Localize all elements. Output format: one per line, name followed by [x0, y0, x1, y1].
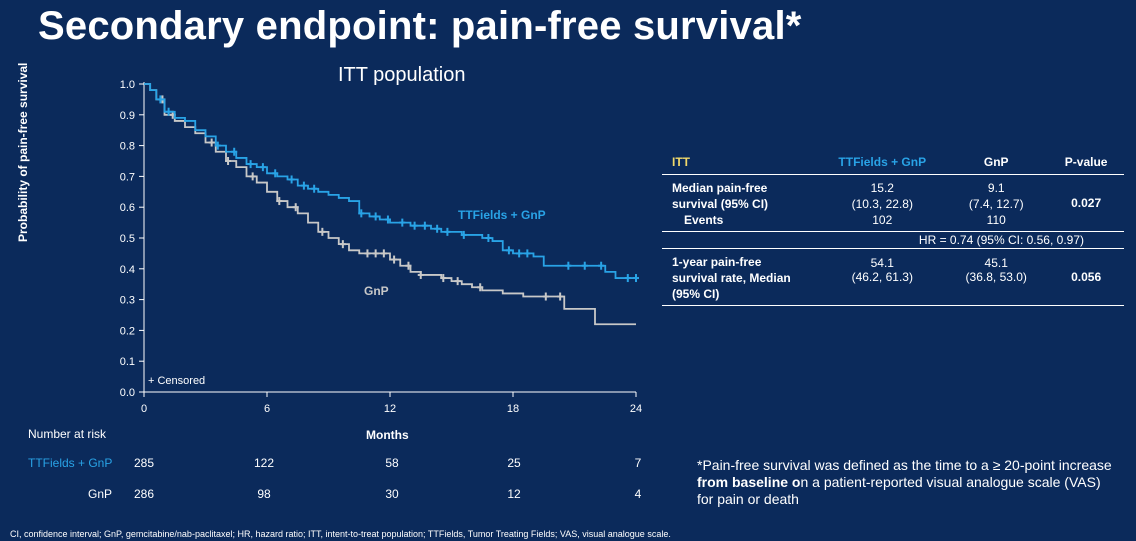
- x-tick-label: 12: [384, 403, 396, 415]
- hr-row: HR = 0.74 (95% CI: 0.56, 0.97): [662, 231, 1124, 249]
- series-label-gnp: GnP: [364, 284, 389, 298]
- one-year-gnp-value: 45.1: [984, 256, 1008, 270]
- one-year-tt-spacer: [820, 286, 945, 306]
- header-itt: ITT: [662, 150, 821, 175]
- risk-gnp-12: 30: [385, 487, 399, 501]
- footnote: *Pain-free survival was defined as the t…: [697, 457, 1117, 508]
- km-curve-ttfields: [144, 83, 636, 279]
- x-tick-label: 18: [507, 403, 519, 415]
- risk-tt-24: 7: [634, 456, 642, 470]
- footnote-part2: n a patient-reported visual analogue sca…: [697, 474, 1101, 507]
- series-label-ttfields: TTFields + GnP: [458, 208, 546, 222]
- risk-gnp-24: 4: [634, 487, 642, 501]
- y-tick-label: 1.0: [120, 79, 135, 91]
- km-curve-gnp: [144, 83, 636, 326]
- one-year-row-3: (95% CI): [662, 286, 1124, 306]
- one-year-label-1: 1-year pain-free: [672, 255, 762, 269]
- events-row: Events 102 110: [662, 212, 1124, 232]
- risk-tt-6: 122: [253, 456, 275, 470]
- median-tt-value: 15.2: [870, 181, 894, 195]
- one-year-row-1: 1-year pain-free 54.1 (46.2, 61.3) 45.1 …: [662, 248, 1124, 306]
- one-year-gnp-ci: (36.8, 53.0): [965, 270, 1027, 284]
- y-tick-label: 0.9: [120, 110, 135, 122]
- y-tick-label: 0.3: [120, 295, 135, 307]
- events-tt: 102: [872, 213, 893, 227]
- one-year-gnp-cell: 45.1 (36.8, 53.0): [944, 249, 1048, 287]
- y-tick-label: 0.1: [120, 356, 135, 368]
- one-year-pvalue: 0.056: [1048, 248, 1124, 306]
- footnote-bold: from baseline o: [697, 474, 801, 490]
- header-pvalue: P-value: [1048, 150, 1124, 175]
- chart-subtitle: ITT population: [338, 64, 466, 86]
- slide-title: Secondary endpoint: pain-free survival*: [38, 4, 802, 48]
- events-gnp: 110: [986, 213, 1006, 227]
- itt-header-row: ITT TTFields + GnP GnP P-value: [662, 150, 1124, 175]
- one-year-label-2: survival rate, Median: [672, 271, 791, 285]
- median-gnp-ci: (7.4, 12.7): [968, 197, 1024, 211]
- risk-tt-18: 25: [507, 456, 521, 470]
- header-ttfields: TTFields + GnP: [820, 150, 945, 175]
- hazard-ratio: HR = 0.74 (95% CI: 0.56, 0.97): [662, 231, 1124, 249]
- median-tt-ci: (10.3, 22.8): [851, 197, 913, 211]
- y-tick-label: 0.7: [120, 171, 135, 183]
- median-gnp-value: 9.1: [987, 181, 1005, 195]
- risk-tt-12: 58: [385, 456, 399, 470]
- risk-table-title: Number at risk: [28, 427, 107, 441]
- median-label-2: survival (95% CI): [672, 197, 769, 211]
- x-tick-label: 0: [141, 403, 147, 415]
- one-year-tt-value: 54.1: [870, 256, 894, 270]
- risk-tt-0: 285: [133, 456, 155, 470]
- y-tick-label: 0.0: [120, 387, 135, 399]
- risk-row-label-gnp: GnP: [88, 487, 113, 501]
- y-tick-label: 0.6: [120, 202, 135, 214]
- one-year-tt-cell: 54.1 (46.2, 61.3): [820, 249, 944, 287]
- y-tick-label: 0.4: [120, 264, 135, 276]
- risk-gnp-6: 98: [257, 487, 271, 501]
- itt-results-table: ITT TTFields + GnP GnP P-value Median pa…: [662, 150, 1124, 306]
- risk-row-label-ttfields: TTFields + GnP: [28, 456, 113, 470]
- one-year-label-3: (95% CI): [662, 286, 821, 306]
- x-tick-label: 24: [630, 403, 642, 415]
- censored-legend: + Censored: [148, 375, 206, 387]
- median-label-1: Median pain-free: [672, 181, 768, 195]
- risk-gnp-0: 286: [133, 487, 155, 501]
- header-gnp: GnP: [944, 150, 1049, 175]
- y-tick-label: 0.5: [120, 233, 135, 245]
- y-axis-label: Probability of pain-free survival: [16, 62, 30, 242]
- x-axis-label: Months: [366, 428, 409, 442]
- median-row-1: Median pain-free 15.2 9.1 0.027: [662, 175, 1124, 210]
- median-pvalue: 0.027: [1071, 196, 1102, 210]
- footnote-part1: *Pain-free survival was defined as the t…: [697, 457, 1112, 473]
- events-label: Events: [684, 213, 724, 227]
- abbreviations: CI, confidence interval; GnP, gemcitabin…: [10, 529, 671, 539]
- y-tick-label: 0.8: [120, 141, 135, 153]
- y-tick-label: 0.2: [120, 325, 135, 337]
- x-tick-label: 6: [264, 403, 270, 415]
- one-year-row-2: survival rate, Median: [662, 270, 1124, 286]
- risk-gnp-18: 12: [507, 487, 521, 501]
- one-year-gnp-spacer: [944, 286, 1049, 306]
- one-year-tt-ci: (46.2, 61.3): [851, 270, 913, 284]
- median-row-2: survival (95% CI) (10.3, 22.8) (7.4, 12.…: [662, 196, 1124, 212]
